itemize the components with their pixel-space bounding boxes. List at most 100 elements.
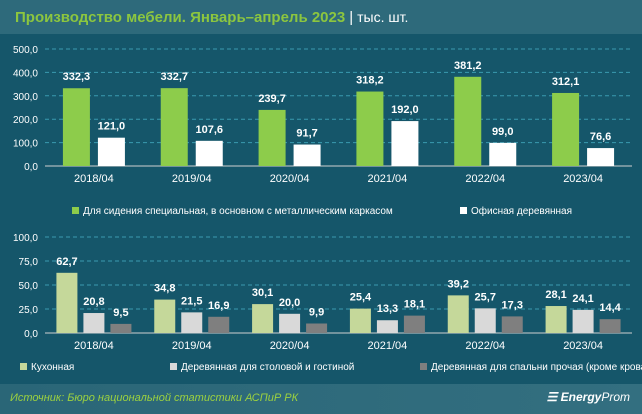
bar [110,323,132,333]
bar [306,323,328,333]
bar [454,76,482,166]
bar [279,313,301,333]
data-label: 192,0 [391,104,419,116]
bar [403,315,425,333]
bar [62,88,90,166]
data-label: 18,1 [404,299,425,311]
legend-swatch [420,363,427,370]
legend-swatch [20,363,27,370]
bar [501,316,523,333]
x-tick-label: 2020/04 [270,340,310,352]
bar [83,313,105,333]
data-label: 30,1 [252,287,273,299]
y-tick-label: 0,0 [24,329,38,340]
data-label: 20,8 [83,296,104,308]
x-tick-label: 2018/04 [74,340,114,352]
bar [447,295,469,333]
data-label: 121,0 [98,121,126,133]
legend-label: Деревянная для столовой и гостиной [181,362,354,373]
bar [252,304,274,333]
logo-thin: Prom [601,390,630,404]
y-tick-label: 75,0 [19,257,39,268]
x-tick-label: 2021/04 [368,173,408,185]
bar [160,88,188,166]
bar [489,142,517,166]
data-label: 239,7 [258,93,286,105]
charts-area: 0,0 100,0 200,0 300,0 400,0 500,0 2018/04 332,3… [13,45,642,373]
energyprom-logo: ☰ EnergyProm [546,390,630,404]
data-label: 20,0 [279,297,300,309]
data-label: 34,8 [154,283,175,295]
data-label: 318,2 [356,75,384,87]
bar [258,109,286,166]
x-tick-label: 2019/04 [172,173,212,185]
title-separator: | [349,9,354,26]
bar [545,306,567,333]
y-tick-label: 25,0 [19,305,39,316]
data-label: 25,4 [350,292,372,304]
data-label: 17,3 [502,299,523,311]
x-tick-label: 2022/04 [465,340,505,352]
bar [208,316,230,333]
y-tick-label: 500,0 [13,45,38,56]
bar [587,148,615,166]
unit-label: тыс. шт. [357,9,409,25]
data-label: 39,2 [448,278,469,290]
data-label: 76,6 [590,131,611,143]
bar [599,319,621,333]
x-tick-label: 2023/04 [563,173,603,185]
legend-label: Офисная деревянная [471,205,572,217]
title-text: Производство мебели. Январь–апрель 2023 [15,9,346,26]
y-tick-label: 50,0 [19,281,39,292]
bar [56,272,78,333]
data-label: 381,2 [454,60,482,72]
header: Производство мебели. Январь–апрель 2023 |… [0,0,642,34]
legend-swatch [170,363,177,370]
source-text: Источник: Бюро национальной статистики А… [10,392,299,404]
x-tick-label: 2018/04 [74,173,114,185]
x-tick-label: 2019/04 [172,340,212,352]
data-label: 13,3 [377,303,398,315]
legend-label: Кухонная [31,362,74,373]
data-label: 9,5 [113,307,128,319]
data-label: 332,7 [160,71,188,83]
logo-bold: Energy [560,390,602,404]
data-label: 14,4 [599,302,621,314]
x-tick-label: 2023/04 [563,340,603,352]
y-tick-label: 400,0 [13,68,38,79]
data-label: 25,7 [475,291,496,303]
data-label: 91,7 [296,128,317,140]
bar [572,309,594,333]
bar [356,91,384,166]
data-label: 21,5 [181,295,202,307]
bar [195,140,223,166]
bar [376,320,398,333]
bar [154,299,176,333]
bar [181,312,203,333]
y-tick-label: 200,0 [13,115,38,126]
footer: Источник: Бюро национальной статистики А… [0,384,642,414]
data-label: 332,3 [63,71,91,83]
bar [474,308,496,333]
x-tick-label: 2022/04 [465,173,505,185]
data-label: 62,7 [56,256,77,268]
legend-swatch [460,207,467,214]
chart-title: Производство мебели. Январь–апрель 2023 |… [15,9,408,26]
data-label: 24,1 [572,293,593,305]
data-label: 28,1 [545,289,566,301]
y-tick-label: 0,0 [24,162,38,173]
y-tick-label: 100,0 [13,233,38,244]
bar [349,308,371,333]
x-tick-label: 2021/04 [368,340,408,352]
data-label: 16,9 [208,300,229,312]
data-label: 99,0 [492,126,513,138]
data-label: 312,1 [552,76,580,88]
x-tick-label: 2020/04 [270,173,310,185]
bar [97,137,125,166]
y-tick-label: 100,0 [13,139,38,150]
bar [391,121,419,166]
legend-label: Деревянная для спальни прочая (кроме кро… [431,361,642,373]
bar [552,92,580,166]
bar [293,144,321,166]
legend-swatch [72,207,79,214]
